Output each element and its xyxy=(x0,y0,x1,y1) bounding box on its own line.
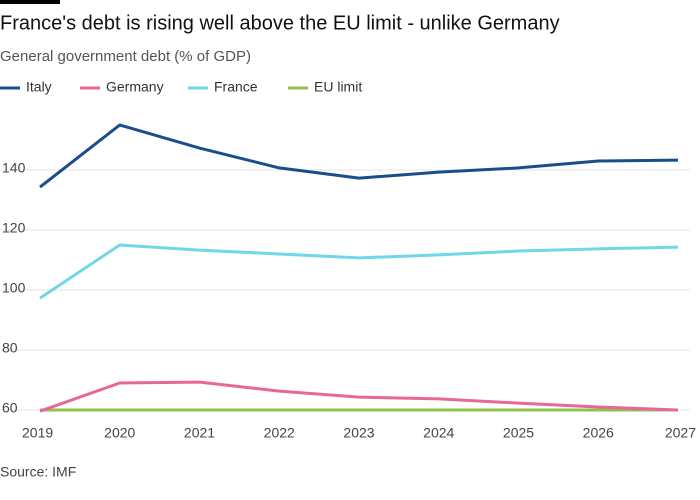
x-tick-label: 2021 xyxy=(184,425,215,441)
chart-subtitle: General government debt (% of GDP) xyxy=(0,48,251,65)
source: Source: IMF xyxy=(0,464,76,480)
x-tick-label: 2027 xyxy=(665,425,696,441)
y-tick-label: 80 xyxy=(2,340,18,356)
y-tick-label: 120 xyxy=(2,220,26,236)
x-tick-label: 2022 xyxy=(264,425,295,441)
x-tick-label: 2019 xyxy=(22,425,53,441)
x-tick-label: 2023 xyxy=(343,425,374,441)
y-tick-label: 140 xyxy=(2,160,26,176)
y-tick-label: 60 xyxy=(2,400,18,416)
x-tick-label: 2024 xyxy=(423,425,454,441)
series-line xyxy=(39,243,679,300)
x-tick-label: 2025 xyxy=(503,425,534,441)
legend-label: EU limit xyxy=(314,79,362,95)
x-tick-label: 2020 xyxy=(104,425,135,441)
legend-label: Italy xyxy=(26,79,52,95)
brand-bar xyxy=(0,0,60,4)
x-tick-label: 2026 xyxy=(583,425,614,441)
series-line xyxy=(39,123,679,189)
legend-label: France xyxy=(214,79,258,95)
legend-label: Germany xyxy=(106,79,164,95)
y-tick-label: 100 xyxy=(2,280,26,296)
chart-title: France's debt is rising well above the E… xyxy=(0,12,560,34)
series-line xyxy=(39,380,679,413)
